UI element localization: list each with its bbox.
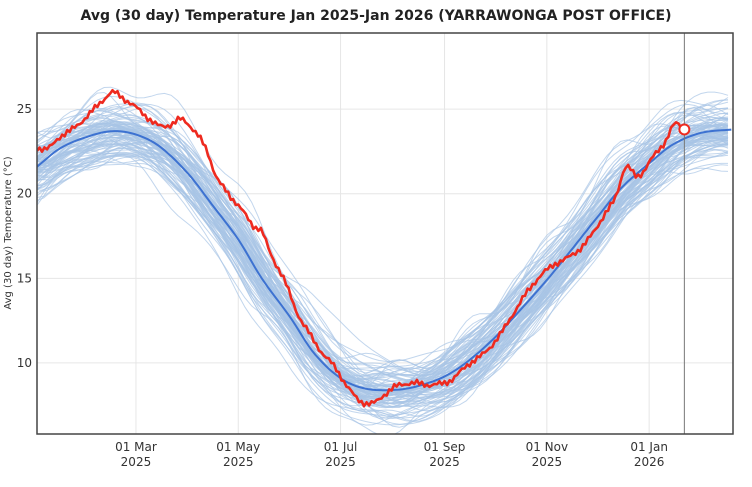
x-tick-label-year: 2025: [429, 455, 460, 469]
x-tick-label-month: 01 Jul: [324, 440, 358, 454]
historical-year-line: [37, 124, 729, 389]
plot-frame: [36, 32, 734, 435]
x-tick-label-month: 01 Nov: [526, 440, 569, 454]
historical-year-line: [37, 131, 728, 394]
historical-year-line: [37, 125, 729, 386]
x-tick-label-month: 01 Mar: [115, 440, 157, 454]
historical-year-line: [37, 139, 729, 407]
historical-year-line: [37, 97, 729, 370]
x-tick-label-year: 2025: [223, 455, 254, 469]
historical-year-line: [37, 120, 729, 392]
y-axis-label: Avg (30 day) Temperature (°C): [3, 156, 14, 309]
y-axis-ticks: 10 15 20 25: [17, 102, 32, 370]
y-tick-label: 20: [17, 187, 32, 201]
x-tick-label-year: 2025: [325, 455, 356, 469]
x-tick-label-year: 2025: [121, 455, 152, 469]
current-value-point: [678, 123, 691, 136]
y-tick-label: 15: [17, 271, 32, 285]
historical-year-line: [37, 137, 729, 408]
series-layer: [37, 33, 732, 434]
x-tick-label-month: 01 Sep: [424, 440, 466, 454]
x-tick-label-month: 01 Jan: [630, 440, 668, 454]
historical-year-line: [37, 110, 729, 377]
historical-year-line: [37, 116, 729, 393]
y-tick-label: 25: [17, 102, 32, 116]
y-tick-label: 10: [17, 356, 32, 370]
historical-year-line: [37, 146, 729, 419]
current-year-line: [37, 88, 684, 408]
historical-year-line: [37, 86, 729, 374]
x-tick-label-year: 2026: [634, 455, 665, 469]
x-tick-label-month: 01 May: [216, 440, 260, 454]
historical-year-line: [37, 123, 729, 397]
historical-year-line: [37, 99, 729, 363]
x-tick-label-year: 2025: [532, 455, 563, 469]
historical-year-line: [37, 153, 728, 426]
historical-year-line: [37, 112, 729, 381]
chart-title: Avg (30 day) Temperature Jan 2025-Jan 20…: [81, 8, 672, 24]
historical-year-line: [37, 119, 729, 377]
